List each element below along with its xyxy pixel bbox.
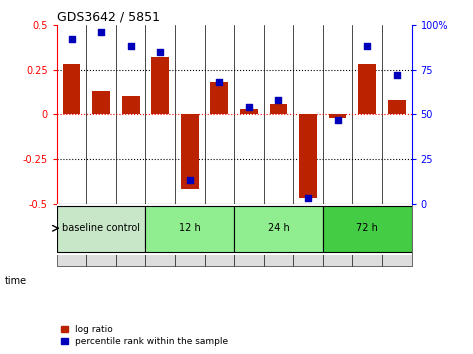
Point xyxy=(363,44,371,49)
Bar xyxy=(151,57,169,114)
Point xyxy=(186,178,193,183)
FancyBboxPatch shape xyxy=(146,206,234,252)
Text: 24 h: 24 h xyxy=(268,223,289,233)
Text: time: time xyxy=(5,276,27,286)
Point xyxy=(304,195,312,201)
Text: 12 h: 12 h xyxy=(179,223,201,233)
Legend: log ratio, percentile rank within the sample: log ratio, percentile rank within the sa… xyxy=(61,325,228,346)
FancyBboxPatch shape xyxy=(323,206,412,252)
Point xyxy=(275,97,282,103)
Point xyxy=(393,72,401,78)
Bar xyxy=(175,204,204,267)
Bar xyxy=(62,64,80,114)
Bar xyxy=(181,114,199,189)
FancyBboxPatch shape xyxy=(234,206,323,252)
Bar xyxy=(293,204,323,267)
Point xyxy=(334,117,342,122)
Bar xyxy=(210,82,228,114)
FancyBboxPatch shape xyxy=(57,206,146,252)
Bar xyxy=(359,64,376,114)
Bar xyxy=(382,204,412,267)
Bar xyxy=(323,204,352,267)
Bar xyxy=(388,100,405,114)
Bar xyxy=(329,114,346,118)
Point xyxy=(97,29,105,35)
Point xyxy=(127,44,134,49)
Text: 72 h: 72 h xyxy=(356,223,378,233)
Text: GDS3642 / 5851: GDS3642 / 5851 xyxy=(57,11,160,24)
Bar xyxy=(264,204,293,267)
Bar xyxy=(270,103,287,114)
Point xyxy=(216,79,223,85)
Bar xyxy=(86,204,116,267)
Bar xyxy=(240,109,258,114)
Bar xyxy=(146,204,175,267)
Bar xyxy=(299,114,317,198)
Text: baseline control: baseline control xyxy=(62,223,140,233)
Bar xyxy=(116,204,146,267)
Bar xyxy=(352,204,382,267)
Point xyxy=(245,104,253,110)
Bar xyxy=(122,96,140,114)
Bar xyxy=(205,204,234,267)
Bar xyxy=(57,204,86,267)
Point xyxy=(68,36,75,42)
Bar xyxy=(234,204,264,267)
Point xyxy=(157,49,164,55)
Bar xyxy=(92,91,110,114)
